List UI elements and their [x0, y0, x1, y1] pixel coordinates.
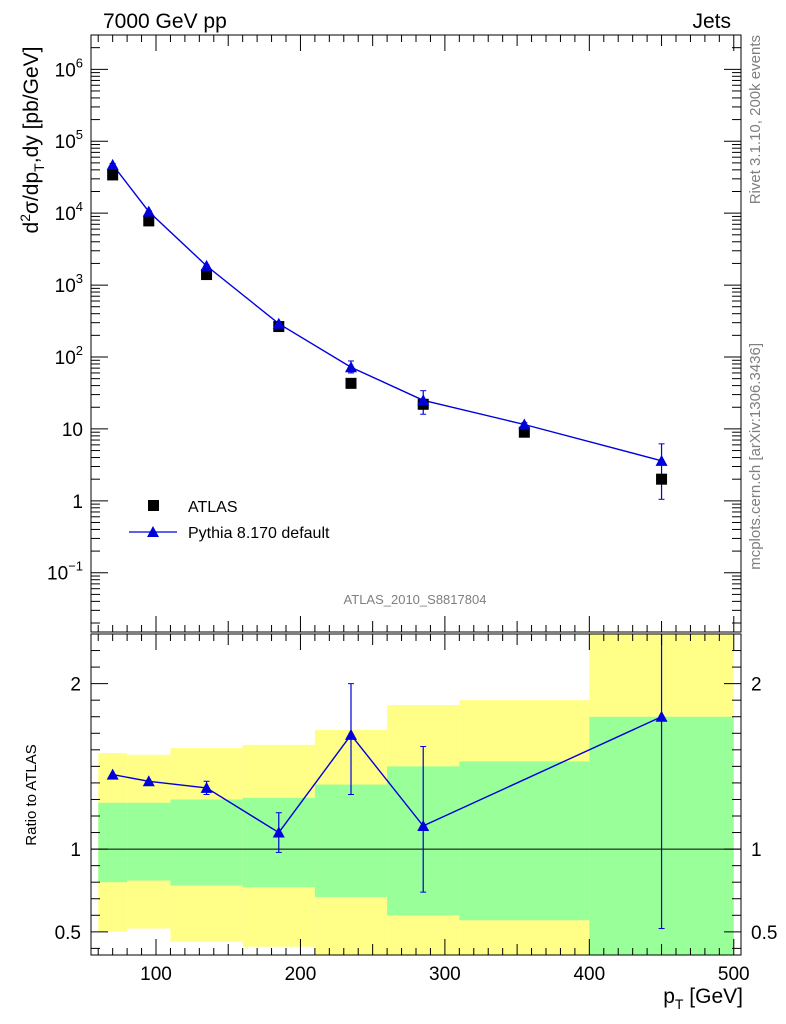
- main-y-tick-label: 103: [55, 271, 83, 297]
- main-y-axis-label: d2σ/dpT,dy [pb/GeV]: [17, 47, 47, 234]
- pythia-data-point: [272, 317, 285, 329]
- ratio-y-tick-label: 0.5: [55, 923, 81, 944]
- ratio-axis-ticks: 0.5 0.5 1 1 2 2 100 200 300 400 500: [55, 634, 777, 985]
- x-axis-label: pT [GeV]: [663, 985, 743, 1012]
- legend-pythia-label: Pythia 8.170 default: [188, 525, 330, 542]
- ratio-y-tick-label-right: 1: [751, 840, 762, 861]
- ratio-pythia-point: [272, 826, 285, 838]
- pythia-data-point: [518, 418, 531, 430]
- main-plot-frame: [90, 34, 742, 633]
- x-tick-label: 200: [285, 964, 317, 985]
- ratio-pythia-point: [200, 781, 213, 793]
- atlas-data-point: [345, 377, 357, 389]
- main-y-tick-label: 104: [55, 199, 83, 225]
- x-tick-label: 100: [140, 964, 172, 985]
- ratio-uncertainty-band-inner: [127, 802, 171, 881]
- ratio-plot-marks: [91, 633, 741, 955]
- x-tick-label: 300: [429, 964, 461, 985]
- ratio-y-tick-label-right: 0.5: [751, 923, 777, 944]
- atlas-data-point: [143, 215, 155, 227]
- atlas-data-point: [518, 426, 530, 438]
- rivet-version-label: Rivet 3.1.10, 200k events: [747, 35, 764, 204]
- main-y-tick-label: 10−1: [47, 559, 83, 585]
- pythia-data-point: [655, 454, 668, 466]
- analysis-watermark: ATLAS_2010_S8817804: [344, 592, 487, 607]
- ratio-pythia-point: [655, 710, 668, 722]
- ratio-y-tick-label: 1: [70, 840, 81, 861]
- ratio-pythia-point: [345, 728, 357, 740]
- legend-atlas-marker: [148, 500, 159, 511]
- pythia-data-point: [106, 158, 119, 170]
- main-y-tick-label: 105: [55, 127, 83, 153]
- atlas-data-point: [107, 169, 119, 181]
- legend-atlas-label: ATLAS: [188, 499, 238, 516]
- main-y-tick-label: 10: [62, 420, 83, 441]
- ratio-y-axis-label: Ratio to ATLAS: [23, 744, 40, 845]
- mcplots-credit-label: mcplots.cern.ch [arXiv:1306.3436]: [747, 343, 764, 570]
- main-y-tick-label: 102: [55, 343, 83, 369]
- header-right-label: Jets: [692, 10, 731, 33]
- ratio-y-tick-label: 2: [70, 675, 81, 696]
- pythia-series-line: [112, 164, 662, 462]
- x-tick-label: 400: [573, 964, 605, 985]
- pythia-data-point: [142, 205, 155, 217]
- atlas-data-point: [656, 473, 668, 485]
- ratio-uncertainty-band-inner: [314, 784, 388, 898]
- main-y-tick-label: 106: [55, 55, 83, 81]
- ratio-pythia-point: [142, 775, 155, 787]
- header-left-label: 7000 GeV pp: [103, 10, 227, 33]
- pythia-data-point: [345, 361, 357, 373]
- ratio-y-tick-label-right: 2: [751, 675, 762, 696]
- pythia-data-point: [200, 259, 213, 271]
- ratio-uncertainty-band-inner: [459, 761, 590, 921]
- x-tick-label: 500: [718, 964, 750, 985]
- main-plot-marks: [106, 158, 668, 500]
- main-y-tick-label: 1: [72, 492, 83, 513]
- legend-pythia-marker: [147, 526, 159, 537]
- atlas-data-point: [201, 269, 213, 281]
- legend: ATLAS Pythia 8.170 default: [129, 499, 330, 542]
- ratio-uncertainty-band-inner: [170, 799, 243, 886]
- main-y-axis-ticks: 10−1 1 10 102 103 104 105 106: [47, 34, 741, 632]
- pythia-data-point: [417, 394, 430, 406]
- ratio-uncertainty-band-inner: [98, 802, 128, 883]
- ratio-pythia-point: [106, 768, 119, 780]
- ratio-pythia-point: [417, 819, 430, 831]
